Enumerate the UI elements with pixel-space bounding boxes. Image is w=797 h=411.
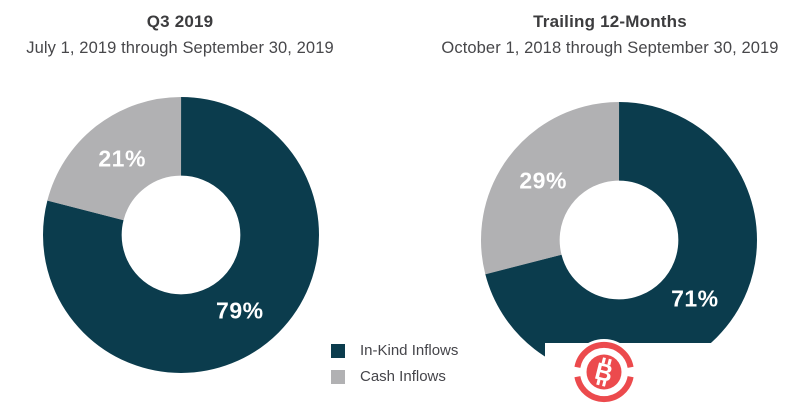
bitcoin-coin	[586, 354, 622, 390]
pie-slice-cash-inflows	[481, 102, 757, 378]
chart-subtitle: October 1, 2018 through September 30, 20…	[441, 39, 779, 57]
in-kind-inflows-swatch	[331, 343, 345, 358]
chart-title: Trailing 12-Months	[533, 12, 687, 31]
bitcoin-icon: B	[592, 357, 615, 388]
slice-percent-label: 29%	[519, 167, 567, 194]
legend-label: In-Kind Inflows	[360, 342, 459, 359]
donut-chart-q3-2019: 79% 21%	[41, 95, 321, 375]
pie-slice-cash-inflows	[43, 97, 319, 373]
bitcoin-watermark-logo: B	[545, 339, 730, 411]
chart-title: Q3 2019	[146, 12, 214, 31]
cash-inflows-swatch	[331, 369, 345, 384]
legend-item-cash-inflows: Cash Inflows	[331, 368, 458, 385]
legend-item-in-kind-inflows: In-Kind Inflows	[331, 342, 458, 359]
legend-label: Cash Inflows	[360, 368, 446, 385]
chart-header-trailing-12-months: Trailing 12-Months October 1, 2018 throu…	[430, 12, 790, 58]
donut-chart-trailing-12-months: 71% 29%	[479, 100, 759, 380]
chart-subtitle: July 1, 2019 through September 30, 2019	[26, 39, 334, 57]
slice-percent-label: 79%	[216, 297, 264, 324]
bitcoin-ring-arcs	[574, 341, 634, 403]
slice-percent-label: 71%	[671, 285, 719, 312]
slice-percent-label: 21%	[98, 145, 146, 172]
chart-header-q3-2019: Q3 2019 July 1, 2019 through September 3…	[0, 12, 360, 58]
legend: In-Kind Inflows Cash Inflows	[331, 342, 458, 385]
